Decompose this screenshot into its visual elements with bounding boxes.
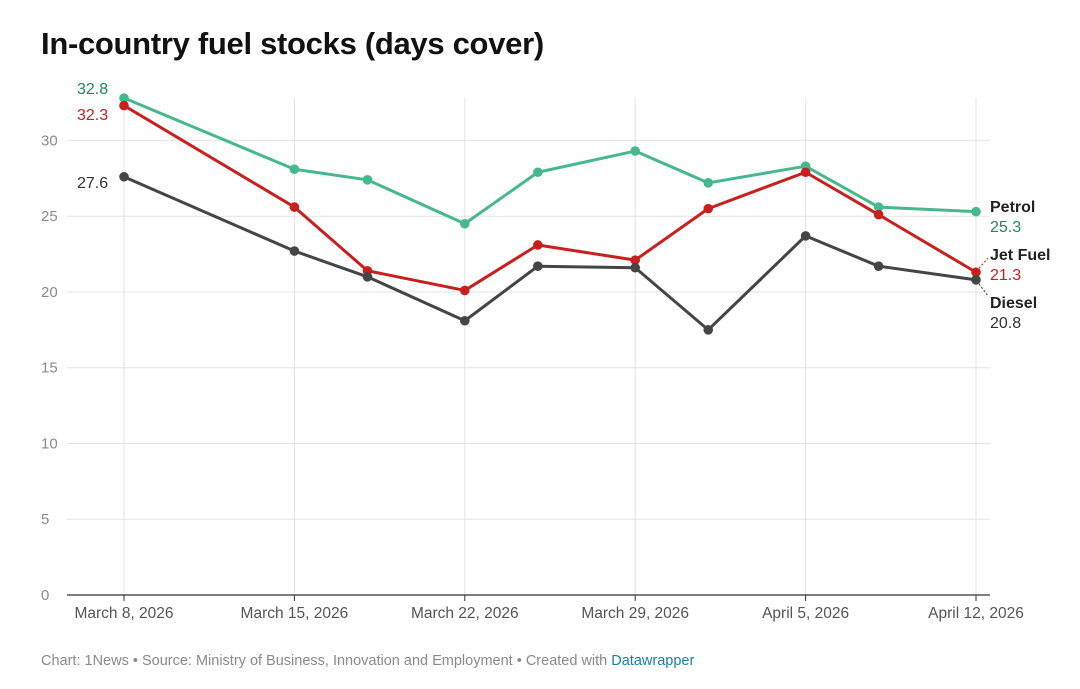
diesel-leader-line [978,283,989,297]
footer-source-text: Chart: 1News • Source: Ministry of Busin… [41,653,612,669]
jet-fuel-point-9 [971,267,981,278]
jet-fuel-leader-line [978,257,989,269]
diesel-point-2 [362,271,373,282]
diesel-point-3 [460,315,470,326]
petrol-point-5 [630,146,640,156]
chart-title: In-country fuel stocks (days cover) [41,26,544,61]
diesel-point-8 [873,261,884,271]
jet-fuel-point-4 [533,240,543,250]
y-tick-label-5: 5 [41,511,49,528]
diesel-point-4 [533,261,543,271]
datawrapper-link[interactable]: Datawrapper [611,653,695,669]
petrol-series-name-label: Petrol [990,199,1035,216]
x-tick-label-2: March 22, 2026 [411,605,519,622]
petrol-point-3 [460,218,470,229]
diesel-point-7 [800,231,811,241]
y-tick-label-15: 15 [41,360,58,377]
jet-fuel-start-value-label: 32.3 [77,107,108,124]
petrol-point-2 [362,175,373,185]
jet-fuel-end-value-label: 21.3 [990,267,1021,284]
chart-footer: Chart: 1News • Source: Ministry of Busin… [41,653,694,669]
x-tick-label-0: March 8, 2026 [74,605,173,622]
petrol-point-6 [703,178,714,188]
series-labels: 32.8 32.3 27.6 Petrol 25.3 Jet Fuel 21.3 Diesel… [77,81,1050,332]
grid-lines [67,98,990,595]
diesel-end-value-label: 20.8 [990,315,1021,332]
jet-fuel-point-0 [119,100,129,111]
petrol-line [122,96,978,226]
y-tick-label-20: 20 [41,284,58,301]
jet-fuel-point-1 [289,202,300,212]
x-tick-label-4: April 5, 2026 [762,605,849,622]
diesel-line [122,175,978,332]
jet-fuel-series-name-label: Jet Fuel [990,247,1050,264]
petrol-start-value-label: 32.8 [77,81,108,98]
jet-fuel-point-7 [800,167,811,178]
y-tick-label-30: 30 [41,132,58,149]
jet-fuel-point-3 [460,285,470,296]
diesel-point-5 [630,262,640,273]
petrol-point-9 [971,206,981,217]
petrol-point-8 [873,202,884,212]
diesel-point-1 [289,246,300,256]
jet-fuel-point-8 [873,209,884,220]
petrol-end-value-label: 25.3 [990,219,1021,236]
y-tick-label-0: 0 [41,587,49,604]
diesel-point-9 [971,275,981,285]
y-tick-label-10: 10 [41,435,58,452]
x-axis: March 8, 2026 March 15, 2026 March 22, 202… [67,594,1024,622]
petrol-point-1 [289,164,300,175]
series-lines [119,93,981,335]
jet-fuel-point-6 [703,203,714,214]
jet-fuel-point-5 [630,255,640,265]
diesel-start-value-label: 27.6 [77,175,108,192]
petrol-point-4 [533,167,543,178]
diesel-point-6 [703,325,714,335]
y-axis: 0 5 10 15 20 25 30 [41,132,58,604]
x-tick-label-5: April 12, 2026 [928,605,1024,622]
petrol-point-0 [119,93,129,103]
diesel-point-0 [119,171,129,182]
jet-fuel-line [122,104,978,292]
x-tick-label-1: March 15, 2026 [241,605,349,622]
diesel-series-name-label: Diesel [990,295,1037,312]
x-tick-label-3: March 29, 2026 [581,605,689,622]
y-tick-label-25: 25 [41,208,58,225]
